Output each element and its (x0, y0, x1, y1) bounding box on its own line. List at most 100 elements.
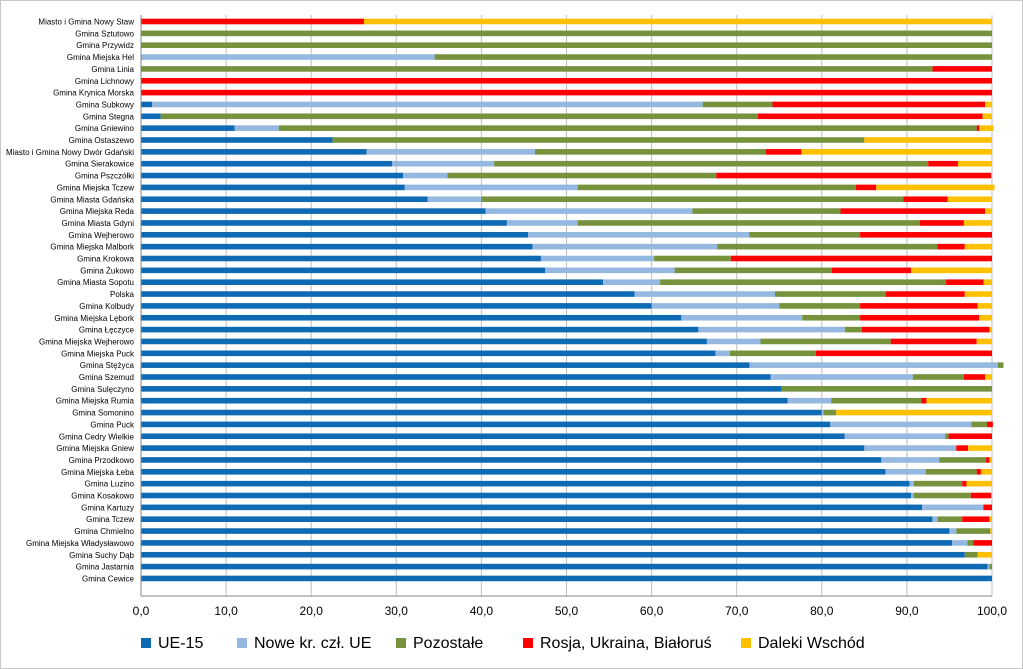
bar-segment (976, 469, 981, 475)
bar-segment (823, 409, 837, 416)
bar-segment (141, 350, 716, 357)
category-label: Gmina Kartuzy (81, 503, 134, 512)
bar-segment (706, 338, 761, 345)
bar-segment (141, 77, 992, 84)
legend-swatch (237, 638, 247, 648)
bar-segment (141, 208, 486, 214)
legend-label: Daleki Wschód (758, 635, 865, 652)
bar-segment (976, 125, 980, 131)
x-tick-labels: 0,0 10,0 20,0 30,0 40,0 50,0 60,0 70,0 80,0 90,0 1… (133, 604, 1008, 618)
bar-segment (991, 492, 992, 499)
bar-segment (861, 326, 990, 333)
category-label: Gmina Przodkowo (69, 456, 135, 465)
bar-segment (948, 433, 992, 440)
category-label: Gmina Żukowo (80, 266, 134, 275)
bar-segment (911, 492, 914, 499)
bar-segment (881, 457, 940, 463)
bar-segment (830, 421, 972, 428)
category-label: Gmina Cewice (82, 574, 135, 583)
x-tick-label: 10,0 (214, 604, 238, 618)
category-label: Miasto i Gmina Nowy Dwór Gdański (6, 148, 134, 157)
bar-segment (535, 149, 766, 155)
bar-segment (860, 232, 992, 238)
category-label: Gmina Kolbudy (79, 302, 134, 311)
bar-segment (945, 433, 949, 440)
bar-segment (141, 255, 541, 262)
bar-segment (141, 172, 404, 179)
category-label: Gmina Sztutowo (75, 29, 134, 38)
bar-segment (532, 243, 718, 250)
bar-segment (481, 196, 904, 203)
bar-segment (840, 208, 986, 214)
bar-segment (890, 338, 977, 345)
bar-segment (660, 279, 947, 285)
bar-segment (332, 137, 865, 143)
x-tick-label: 80,0 (810, 604, 834, 618)
bar-segment (844, 433, 946, 440)
bar-segment (911, 267, 992, 274)
bar-segment (903, 196, 948, 203)
bar-segment (603, 279, 661, 285)
bar-segment (986, 457, 990, 463)
bar-segment (987, 563, 990, 570)
bar-segment (434, 54, 993, 60)
bar-segment (779, 303, 861, 309)
bar-segment (392, 160, 495, 167)
category-label: Gmina Miejska Lębork (54, 314, 135, 323)
x-tick-label: 50,0 (555, 604, 579, 618)
bar-segment (985, 208, 992, 214)
bar-segment (864, 445, 957, 451)
bar-segment (815, 350, 992, 357)
bar-segment (141, 540, 953, 546)
bar-segment (403, 172, 448, 179)
bar-segment (141, 445, 865, 451)
x-tick-label: 20,0 (300, 604, 324, 618)
bar-segment (141, 374, 771, 380)
bar-segment (485, 208, 693, 214)
bar-segment (985, 101, 992, 108)
bar-segment (577, 184, 856, 191)
bar-segment (702, 101, 773, 108)
bar-segment (885, 469, 926, 475)
category-label: Gmina Przywidz (76, 41, 134, 50)
category-label: Gmina Sulęczyno (71, 385, 134, 394)
bar-segment (141, 184, 405, 191)
bar-segment (774, 291, 886, 297)
x-tick-label: 30,0 (385, 604, 409, 618)
bar-segment (141, 303, 652, 309)
bar-segment (781, 386, 992, 392)
legend: UE-15 Nowe kr. czł. UE Pozostałe Rosja, Ukr… (141, 635, 865, 652)
bar-segment (921, 397, 927, 404)
bar-segment (141, 42, 992, 48)
bar-segment (985, 374, 992, 380)
category-label: Gmina Wejherowo (68, 231, 134, 240)
bar-segment (968, 445, 992, 451)
bar-segment (730, 255, 992, 262)
x-tick-label: 40,0 (470, 604, 494, 618)
x-tick-label: 0,0 (133, 604, 150, 618)
category-label: Gmina Miejska Hel (67, 53, 134, 62)
bar-segment (991, 172, 992, 179)
bar-segment (160, 113, 758, 120)
bar-segment (141, 338, 707, 345)
bar-segment (932, 516, 938, 522)
bar-segment (971, 421, 987, 428)
bar-segment (141, 149, 367, 155)
bar-segment (989, 516, 992, 522)
bar-segment (698, 326, 845, 333)
category-label: Gmina Miejska Gniew (56, 444, 134, 453)
bar-segment (864, 137, 992, 143)
bar-segment (447, 172, 717, 179)
bar-segment (141, 54, 435, 60)
bar-segment (913, 492, 971, 499)
category-label: Gmina Kosakowo (71, 492, 134, 501)
bar-segment (964, 291, 992, 297)
bar-segment (540, 255, 655, 262)
bar-segment (962, 516, 990, 522)
category-labels: Miasto i Gmina Nowy Staw Gmina Sztutowo Gm… (6, 18, 135, 584)
bar-segment (141, 551, 965, 558)
category-label: Gmina Miejska Władysławowo (26, 539, 135, 548)
bar-segment (716, 172, 992, 179)
bar-segment (989, 326, 992, 333)
